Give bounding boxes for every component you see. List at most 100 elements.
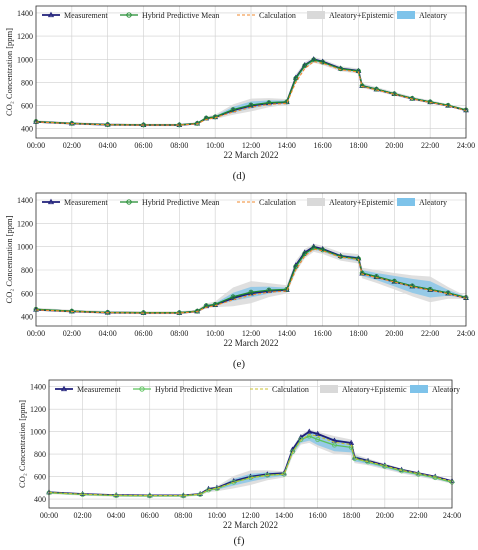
- x-tick-label: 14:00: [278, 329, 296, 338]
- x-tick-label: 22:00: [421, 141, 439, 150]
- legend-item: Calculation: [237, 11, 296, 20]
- x-tick-label: 14:00: [278, 141, 296, 150]
- caption-f: (f): [233, 535, 245, 547]
- legend-item: Hybrid Predictive Mean: [120, 11, 219, 20]
- series-line-2: [48, 433, 453, 497]
- legend-label: Hybrid Predictive Mean: [155, 385, 232, 394]
- legend-item: Measurement: [42, 11, 108, 20]
- y-axis-label: CO₂ Concentration [ppm]: [17, 400, 27, 488]
- chart-panel-2: 00:00 02:00 04:00 06:00 08:00 10:00 12:00 14:00…: [17, 379, 461, 530]
- x-tick-label: 20:00: [385, 329, 403, 338]
- series-point: [311, 245, 317, 251]
- legend-label: Hybrid Predictive Mean: [142, 11, 219, 20]
- series-line-2: [35, 61, 467, 126]
- series-point: [194, 121, 200, 126]
- x-tick-label: 12:00: [242, 329, 260, 338]
- legend-item: Aleatory: [397, 11, 447, 20]
- series-line-1: [35, 59, 467, 126]
- series-point: [310, 56, 317, 62]
- legend-label: Measurement: [64, 198, 108, 207]
- legend-marker: [47, 198, 55, 205]
- x-tick-label: 00:00: [40, 511, 58, 520]
- caption-e: (e): [232, 358, 246, 370]
- legend-marker: [60, 385, 68, 392]
- chart-panel-0: 00:00 02:00 04:00 06:00 08:00 10:00 12:00 14:00…: [4, 5, 475, 160]
- plot-frame: [35, 192, 467, 327]
- legend-marker: [139, 386, 145, 392]
- series-point: [365, 459, 371, 465]
- series-point: [348, 439, 355, 445]
- legend-label: Aleatory: [419, 198, 447, 207]
- x-tick-label: 08:00: [170, 329, 188, 338]
- legend-item: Measurement: [55, 385, 121, 394]
- series-point: [197, 492, 203, 497]
- y-tick-label: 800: [21, 78, 33, 87]
- series-point: [314, 430, 321, 436]
- y-tick-label: 1200: [17, 32, 33, 41]
- y-tick-label: 1400: [17, 196, 33, 205]
- x-tick-label: 14:00: [275, 511, 293, 520]
- x-tick-label: 18:00: [349, 141, 367, 150]
- x-tick-label: 20:00: [385, 141, 403, 150]
- series-point: [105, 122, 111, 127]
- x-tick-label: 00:00: [27, 329, 45, 338]
- x-tick-label: 02:00: [63, 329, 81, 338]
- series-point: [432, 475, 438, 481]
- series-point: [284, 286, 290, 292]
- series-point: [302, 251, 308, 257]
- legend-swatch: [307, 11, 325, 19]
- legend-item: Aleatory+Epistemic: [307, 11, 394, 20]
- legend-swatch: [397, 11, 415, 19]
- x-tick-label: 10:00: [206, 141, 224, 150]
- x-tick-label: 12:00: [242, 141, 260, 150]
- series-line-2: [35, 248, 467, 314]
- band-aleatory: [36, 246, 466, 314]
- y-axis-label: CO₂ Concentration [ppm]: [4, 28, 14, 116]
- x-tick-label: 18:00: [342, 511, 360, 520]
- legend-label: Calculation: [272, 385, 309, 394]
- series-point: [306, 428, 313, 434]
- series-point: [194, 308, 200, 314]
- legend-label: Measurement: [77, 385, 121, 394]
- legend-label: Aleatory: [419, 11, 447, 20]
- series-point: [374, 86, 379, 92]
- legend-item: Hybrid Predictive Mean: [120, 198, 219, 207]
- x-tick-label: 16:00: [314, 329, 332, 338]
- y-tick-label: 600: [21, 102, 33, 111]
- y-tick-label: 1200: [17, 219, 33, 228]
- x-tick-label: 10:00: [208, 511, 226, 520]
- y-axis-label: CO₂ Concentration [ppm]: [4, 215, 14, 303]
- y-tick-label: 600: [34, 473, 46, 482]
- series-point: [399, 468, 405, 474]
- x-tick-label: 16:00: [309, 511, 327, 520]
- legend-item: Hybrid Predictive Mean: [133, 385, 232, 394]
- x-tick-label: 04:00: [99, 141, 117, 150]
- x-tick-label: 18:00: [349, 329, 367, 338]
- legend-marker: [126, 12, 132, 18]
- series-point: [427, 286, 433, 292]
- x-tick-label: 04:00: [107, 511, 125, 520]
- x-tick-label: 24:00: [443, 511, 461, 520]
- legend-item: Calculation: [250, 385, 309, 394]
- y-tick-label: 1200: [30, 405, 46, 414]
- x-tick-label: 12:00: [241, 511, 259, 520]
- x-tick-label: 22:00: [421, 329, 439, 338]
- series-point: [315, 437, 321, 442]
- x-tick-label: 04:00: [99, 329, 117, 338]
- x-tick-label: 16:00: [314, 141, 332, 150]
- legend-swatch: [307, 198, 325, 206]
- caption-d: (d): [232, 170, 246, 182]
- x-tick-label: 02:00: [63, 141, 81, 150]
- legend-marker: [47, 11, 55, 18]
- x-tick-label: 08:00: [170, 141, 188, 150]
- x-tick-label: 06:00: [141, 511, 159, 520]
- series-point: [298, 437, 304, 442]
- x-tick-label: 08:00: [174, 511, 192, 520]
- y-tick-label: 400: [21, 125, 33, 134]
- plot-frame: [48, 379, 453, 509]
- series-line-1: [35, 247, 467, 314]
- x-axis-label: 22 March 2022: [224, 150, 279, 160]
- series-point: [320, 59, 326, 65]
- y-tick-label: 1400: [17, 9, 33, 18]
- y-tick-label: 1000: [30, 428, 46, 437]
